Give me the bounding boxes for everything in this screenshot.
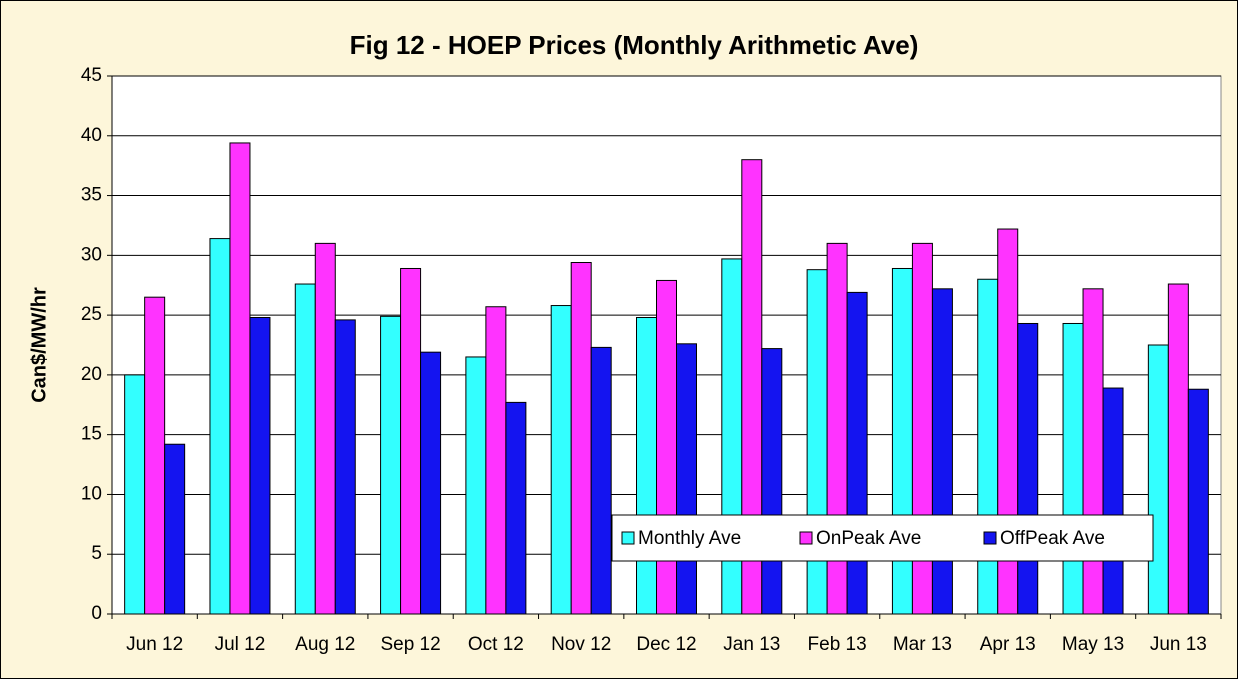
bar xyxy=(1147,344,1169,615)
bar xyxy=(380,315,402,615)
y-tick-label: 40 xyxy=(81,125,102,146)
x-tick-label: Mar 13 xyxy=(893,634,952,655)
legend-label: Monthly Ave xyxy=(638,528,741,549)
legend-swatch xyxy=(621,531,635,545)
x-tick-label: May 13 xyxy=(1062,634,1124,655)
legend-swatch xyxy=(983,531,997,545)
bar xyxy=(1102,387,1124,615)
bar xyxy=(420,351,442,615)
bar xyxy=(465,356,487,615)
bar xyxy=(249,317,271,615)
bar xyxy=(570,262,592,615)
bar xyxy=(590,346,612,615)
bar xyxy=(1187,388,1209,615)
bar xyxy=(656,279,677,615)
bar xyxy=(761,348,783,615)
bar xyxy=(400,267,422,615)
bar xyxy=(1062,322,1084,615)
bar xyxy=(505,401,527,615)
x-tick-label: Oct 12 xyxy=(468,634,524,655)
bar xyxy=(334,319,356,615)
bar xyxy=(636,317,657,615)
x-tick-label: Sep 12 xyxy=(380,634,440,655)
x-tick-label: Dec 12 xyxy=(636,634,696,655)
legend-box xyxy=(611,514,1154,562)
bar xyxy=(1082,288,1104,615)
x-tick-label: Apr 13 xyxy=(980,634,1036,655)
bar xyxy=(164,443,186,615)
bar xyxy=(676,343,697,615)
bar xyxy=(124,374,146,615)
bar xyxy=(209,238,231,615)
x-tick-label: Jan 13 xyxy=(723,634,780,655)
bar xyxy=(485,306,507,615)
x-tick-label: Jun 12 xyxy=(126,634,183,655)
bar xyxy=(891,267,913,615)
x-tick-label: Jun 13 xyxy=(1150,634,1207,655)
bar xyxy=(977,278,999,615)
y-tick-label: 15 xyxy=(81,424,102,445)
bar xyxy=(1017,322,1039,615)
x-tick-label: Jul 12 xyxy=(215,634,266,655)
x-tick-label: Feb 13 xyxy=(808,634,867,655)
bar xyxy=(1167,283,1189,615)
bar xyxy=(846,291,868,615)
bar xyxy=(550,305,572,615)
x-tick-label: Nov 12 xyxy=(551,634,611,655)
y-tick-label: 20 xyxy=(81,364,102,385)
bar xyxy=(806,269,828,615)
legend-label: OffPeak Ave xyxy=(1000,528,1105,549)
y-tick-label: 25 xyxy=(81,304,102,325)
y-tick-label: 45 xyxy=(81,65,102,86)
bar xyxy=(144,296,166,615)
bar xyxy=(314,242,336,615)
legend-label: OnPeak Ave xyxy=(816,528,921,549)
y-tick-label: 5 xyxy=(91,543,102,564)
x-tick-label: Aug 12 xyxy=(295,634,355,655)
y-tick-label: 0 xyxy=(91,603,102,624)
y-tick-label: 35 xyxy=(81,185,102,206)
y-tick-label: 10 xyxy=(81,483,102,504)
legend-swatch xyxy=(799,531,813,545)
bar xyxy=(294,283,316,615)
y-axis-label: Can$/MW/hr xyxy=(28,287,50,403)
y-tick-label: 30 xyxy=(81,244,102,265)
bar xyxy=(229,142,251,615)
chart-title: Fig 12 - HOEP Prices (Monthly Arithmetic… xyxy=(350,30,919,60)
bar xyxy=(931,288,953,615)
